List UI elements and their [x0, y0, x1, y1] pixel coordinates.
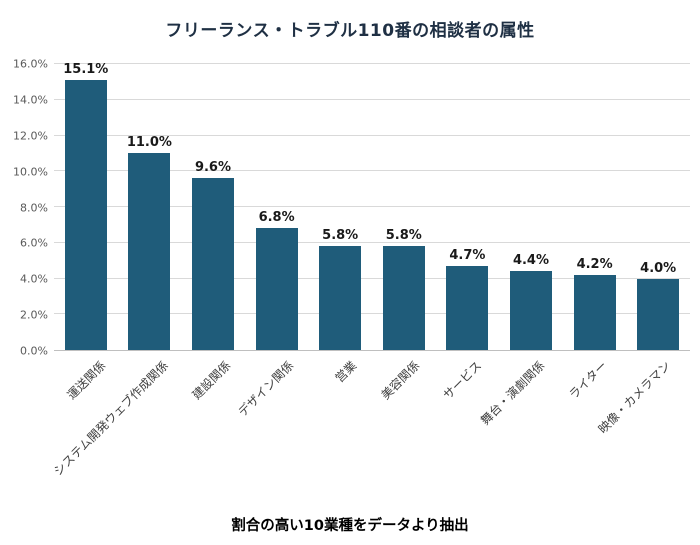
gridline — [54, 170, 690, 172]
x-slot: 営業 — [313, 351, 376, 509]
chart-caption: 割合の高い10業種をデータより抽出 — [231, 518, 469, 534]
x-axis: 運送関係 システム開発ウェブ作成関係 建設関係 デザイン関係 営業 美容関係 サービス 舞台・… — [51, 351, 690, 509]
bar-slot: 4.2% — [563, 257, 627, 350]
gridline — [54, 98, 690, 100]
x-slot: 美容関係 — [376, 351, 439, 509]
chart-area: 0.0% 2.0% 4.0% 6.0% 8.0% 10.0% 12.0% 14.0% 16.0%… — [8, 58, 692, 478]
gridline — [54, 134, 690, 136]
chart-title: フリーランス・トラブル110番の相談者の属性 — [165, 21, 535, 41]
y-tick-label: 12.0% — [13, 129, 48, 143]
bar-value-label: 6.8% — [258, 210, 295, 226]
y-tick-label: 0.0% — [20, 344, 48, 358]
x-slot: サービス — [439, 351, 502, 509]
y-tick-label: 2.0% — [20, 308, 48, 322]
bar — [573, 274, 616, 350]
bar-value-label: 4.4% — [512, 253, 550, 269]
plot-area: 15.1% 11.0% 9.6% 6.8% 5.8% 5.8% 4.7% 4.4% 4.2% 4.… — [54, 62, 690, 351]
bar — [255, 228, 298, 350]
bar — [637, 278, 680, 350]
bar-slot: 4.4% — [499, 253, 563, 350]
y-axis: 0.0% 2.0% 4.0% 6.0% 8.0% 10.0% 12.0% 14.0% 16.0% — [8, 58, 52, 358]
gridline — [54, 277, 690, 279]
gridline — [54, 313, 690, 315]
y-tick-label: 4.0% — [20, 272, 48, 286]
bar — [446, 266, 489, 350]
bar — [382, 246, 425, 350]
x-slot: ライター — [564, 351, 627, 509]
x-axis-label: サービス — [440, 358, 485, 403]
x-slot: 建設関係 — [188, 351, 251, 509]
x-slot: 舞台・演劇関係 — [478, 351, 565, 509]
bar-value-label: 4.2% — [576, 256, 613, 272]
bar-slot: 4.7% — [436, 248, 500, 350]
y-tick-label: 14.0% — [13, 93, 48, 107]
bar — [128, 153, 171, 350]
bar-slot: 4.0% — [626, 261, 690, 350]
y-tick-label: 6.0% — [20, 236, 48, 250]
y-tick-label: 16.0% — [13, 57, 48, 71]
gridline — [54, 206, 690, 207]
x-axis-label: 美容関係 — [378, 358, 422, 403]
bar-value-label: 11.0% — [126, 135, 172, 151]
x-axis-label: 運送関係 — [64, 358, 108, 403]
bar-slot: 9.6% — [181, 160, 245, 350]
x-slot: システム開発ウェブ作成関係 — [51, 351, 188, 509]
bar — [510, 271, 552, 350]
bar-slot: 5.8% — [372, 228, 436, 350]
bar — [319, 246, 362, 350]
bar-value-label: 5.8% — [322, 228, 359, 244]
bar-value-label: 5.8% — [385, 228, 422, 244]
x-slot: デザイン関係 — [235, 351, 313, 509]
x-axis-label: 建設関係 — [189, 358, 234, 403]
bar-value-label: 9.6% — [194, 160, 232, 176]
x-slot: 映像・カメラマン — [595, 351, 690, 509]
x-axis-label: ライター — [566, 358, 611, 402]
gridline — [54, 63, 690, 64]
bar-slot: 11.0% — [118, 135, 182, 350]
bar-slot: 15.1% — [54, 62, 118, 350]
gridline — [54, 241, 690, 243]
bar-slot: 6.8% — [245, 210, 309, 350]
bar-value-label: 15.1% — [63, 62, 109, 78]
bar-value-label: 4.0% — [640, 260, 677, 276]
x-axis-label: 営業 — [332, 358, 360, 386]
bar-value-label: 4.7% — [449, 248, 486, 263]
bar-slot: 5.8% — [308, 228, 372, 350]
y-tick-label: 10.0% — [13, 165, 48, 179]
bar — [64, 80, 107, 350]
y-tick-label: 8.0% — [20, 201, 48, 214]
bar — [192, 178, 234, 350]
